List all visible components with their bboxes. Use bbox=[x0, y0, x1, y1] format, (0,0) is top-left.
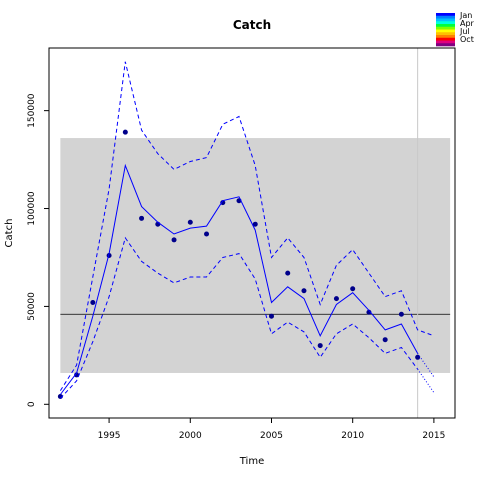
y-tick-label: 150000 bbox=[27, 93, 37, 128]
legend-color-strip bbox=[436, 15, 455, 19]
legend-label: Jan bbox=[459, 11, 472, 20]
y-axis-label: Catch bbox=[4, 219, 15, 248]
legend-color-strip bbox=[436, 32, 455, 36]
data-point bbox=[204, 231, 210, 237]
data-point bbox=[252, 221, 258, 227]
legend-color-strip bbox=[436, 18, 455, 22]
legend-color-strip bbox=[436, 37, 455, 41]
x-tick-label: 2000 bbox=[179, 431, 202, 441]
data-point bbox=[333, 296, 339, 302]
legend-color-strip bbox=[436, 35, 455, 39]
data-point bbox=[268, 313, 274, 319]
data-point bbox=[139, 215, 145, 221]
data-point bbox=[398, 311, 404, 317]
legend-color-strip bbox=[436, 29, 455, 33]
y-tick-label: 0 bbox=[27, 401, 37, 407]
legend-color-strip bbox=[436, 26, 455, 30]
data-point bbox=[350, 286, 356, 292]
plot-area: 1995 2000 2005 2010 2015 0 50000 100000 150000 bbox=[27, 47, 456, 441]
series-line-dashed bbox=[59, 61, 435, 391]
data-point bbox=[122, 129, 128, 135]
data-point bbox=[171, 237, 177, 243]
x-tick-label: 2005 bbox=[260, 431, 283, 441]
data-point bbox=[187, 219, 193, 225]
series-line-solid bbox=[60, 163, 419, 395]
data-point bbox=[90, 299, 96, 305]
legend-color-strip bbox=[436, 43, 455, 47]
data-point bbox=[220, 200, 226, 206]
data-point bbox=[415, 354, 421, 360]
legend-color-strip bbox=[436, 24, 455, 28]
legend-label: Jul bbox=[459, 27, 470, 36]
series-line-dashed bbox=[60, 236, 419, 399]
x-tick-label: 2010 bbox=[341, 431, 364, 441]
data-point bbox=[301, 288, 307, 294]
data-point bbox=[285, 270, 291, 276]
data-point bbox=[366, 309, 372, 315]
y-tick-label: 50000 bbox=[27, 292, 37, 321]
x-tick-label: 2015 bbox=[422, 431, 445, 441]
chart-title: Catch bbox=[233, 18, 271, 32]
legend-label: Apr bbox=[460, 19, 475, 28]
x-tick-label: 1995 bbox=[98, 431, 121, 441]
data-point bbox=[382, 337, 388, 343]
x-axis-label: Time bbox=[239, 456, 264, 467]
shaded-band bbox=[60, 138, 451, 373]
legend-color-strip bbox=[436, 40, 455, 44]
data-point bbox=[317, 343, 323, 349]
legend-label: Oct bbox=[460, 35, 474, 44]
legend-color-strip bbox=[436, 13, 455, 17]
data-point bbox=[74, 372, 80, 378]
y-tick-label: 100000 bbox=[27, 191, 37, 226]
legend-color-strip bbox=[436, 21, 455, 25]
